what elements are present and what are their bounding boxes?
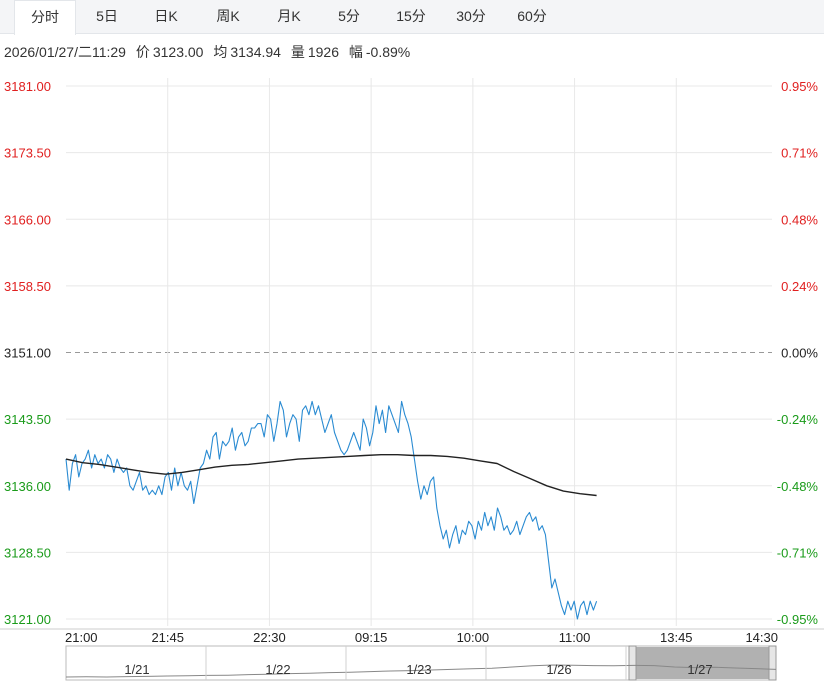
y-tick-pct-label: 0.95% <box>781 79 818 94</box>
chart-grid <box>0 78 824 630</box>
y-tick-price-label: 3173.50 <box>4 146 51 161</box>
y-tick-pct-label: -0.48% <box>777 479 819 494</box>
tab-60min[interactable]: 60分 <box>517 8 547 24</box>
x-tick-label: 21:00 <box>65 630 98 645</box>
y-tick-pct-label: -0.24% <box>777 412 819 427</box>
tab-30min[interactable]: 30分 <box>456 8 486 24</box>
y-tick-price-label: 3143.50 <box>4 412 51 427</box>
tab-monthly-k[interactable]: 月K <box>277 8 301 24</box>
y-tick-price-label: 3181.00 <box>4 79 51 94</box>
tab-5min[interactable]: 5分 <box>338 8 360 24</box>
tab-intraday[interactable]: 分时 <box>14 0 76 35</box>
x-tick-label: 10:00 <box>457 630 490 645</box>
change-label: 幅 <box>348 44 363 60</box>
y-tick-price-label: 3128.50 <box>4 545 51 560</box>
y-axis-labels: 3181.00 0.95% 3173.50 0.71% 3166.00 0.48% 3158… <box>4 79 818 627</box>
x-tick-label: 21:45 <box>151 630 184 645</box>
tab-5day[interactable]: 5日 <box>96 8 118 24</box>
x-tick-label: 13:45 <box>660 630 693 645</box>
avg-value: 3134.94 <box>230 44 281 60</box>
y-tick-pct-label: -0.71% <box>777 545 819 560</box>
tab-weekly-k[interactable]: 周K <box>216 8 240 24</box>
x-tick-label: 09:15 <box>355 630 388 645</box>
tab-15min[interactable]: 15分 <box>396 8 426 24</box>
period-tabs: 分时 5日 日K 周K 月K 5分 15分 30分 60分 <box>0 0 824 35</box>
x-tick-label: 22:30 <box>253 630 286 645</box>
x-axis-labels: 21:00 21:45 22:30 09:15 10:00 11:00 13:45 14:30 <box>65 630 778 645</box>
navigator-selection <box>636 647 769 679</box>
y-tick-price-label: 3136.00 <box>4 479 51 494</box>
price-value: 3123.00 <box>152 44 204 60</box>
quote-datetime: 2026/01/27/二11:29 <box>4 44 126 60</box>
y-tick-pct-label: 0.71% <box>781 146 818 161</box>
price-line <box>65 400 598 620</box>
volume-value: 1926 <box>307 44 339 60</box>
y-tick-price-label: 3158.50 <box>4 279 51 294</box>
navigator-date-label: 1/26 <box>546 662 571 677</box>
y-tick-pct-label: 0.48% <box>781 212 818 227</box>
y-tick-price-label: 3151.00 <box>4 346 51 361</box>
x-tick-label: 14:30 <box>745 630 778 645</box>
y-tick-pct-label: 0.24% <box>781 279 818 294</box>
chart-lines <box>65 400 598 620</box>
navigator-date-label: 1/22 <box>265 662 290 677</box>
price-label: 价 <box>135 44 150 60</box>
y-tick-pct-label: 0.00% <box>781 346 818 361</box>
navigator-date-label: 1/27 <box>687 662 712 677</box>
navigator-line <box>65 664 777 678</box>
navigator-handle-left <box>628 645 637 681</box>
avg-label: 均 <box>213 44 228 60</box>
quote-info-bar: 2026/01/27/二11:29 价 3123.00 均 3134.94 量 192… <box>4 42 416 62</box>
avg-price-line <box>65 454 597 497</box>
x-tick-label: 11:00 <box>559 630 591 645</box>
navigator-date-label: 1/21 <box>124 662 149 677</box>
tab-daily-k[interactable]: 日K <box>154 8 178 24</box>
time-navigator: 1/21 1/22 1/23 1/26 1/27 <box>65 645 777 681</box>
y-tick-pct-label: -0.95% <box>777 612 819 627</box>
y-tick-price-label: 3166.00 <box>4 212 51 227</box>
change-value: -0.89% <box>365 44 411 60</box>
volume-label: 量 <box>290 44 305 60</box>
y-tick-price-label: 3121.00 <box>4 612 51 627</box>
navigator-handle-right <box>768 645 777 681</box>
navigator-date-label: 1/23 <box>406 662 431 677</box>
